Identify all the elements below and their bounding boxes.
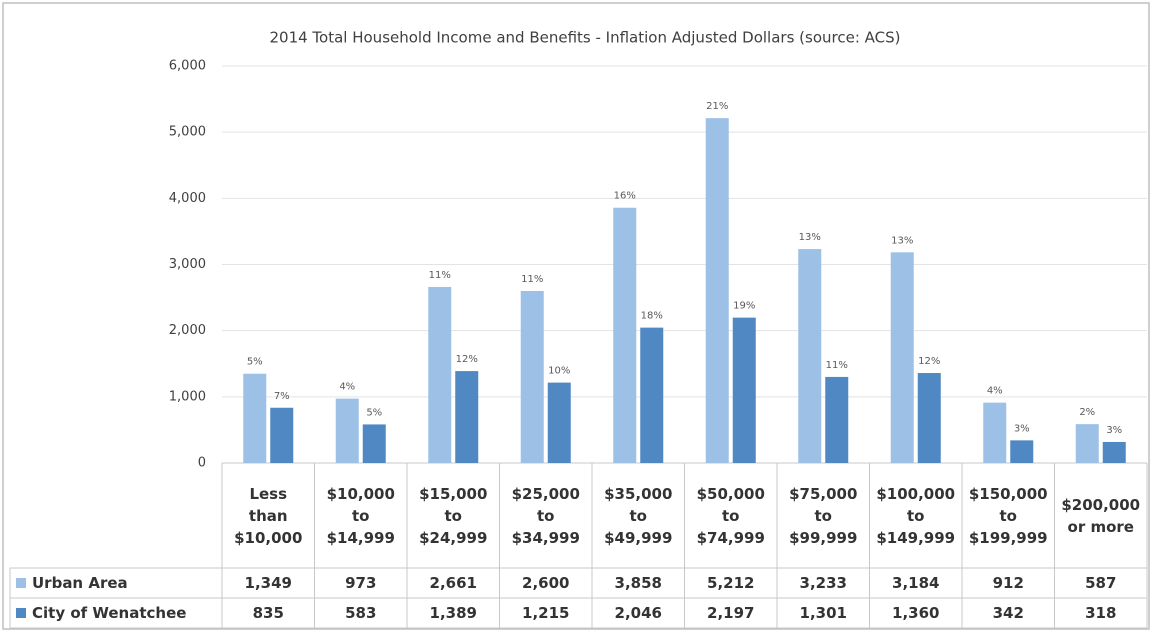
bar: [705, 118, 729, 463]
bar-percent-label: 16%: [614, 191, 636, 202]
category-label: $200,000 or more: [1061, 495, 1141, 536]
table-value: 1,349: [244, 574, 292, 592]
bar: [243, 373, 267, 463]
bar: [1102, 441, 1126, 463]
bar: [613, 207, 637, 463]
table-value: 342: [992, 604, 1024, 622]
table-value: 2,661: [429, 574, 477, 592]
bar-percent-label: 11%: [429, 270, 451, 281]
table-value: 3,184: [892, 574, 940, 592]
bar: [520, 290, 544, 463]
bar: [983, 402, 1007, 463]
bar-percent-label: 13%: [799, 232, 821, 243]
bar-percent-label: 18%: [641, 311, 663, 322]
bar-percent-label: 19%: [733, 301, 755, 312]
bar-percent-label: 4%: [987, 386, 1003, 397]
bar: [547, 382, 571, 463]
table-value: 583: [345, 604, 377, 622]
bar-percent-label: 12%: [456, 354, 478, 365]
bar-percent-label: 13%: [891, 235, 913, 246]
bar-percent-label: 11%: [826, 360, 848, 371]
chart-title: 2014 Total Household Income and Benefits…: [269, 29, 900, 47]
legend-swatch: [16, 578, 26, 588]
legend-label: Urban Area: [32, 574, 128, 592]
bar: [798, 249, 822, 463]
bar-percent-label: 5%: [247, 357, 263, 368]
bar-percent-label: 3%: [1106, 425, 1122, 436]
bar: [1075, 424, 1099, 463]
bar: [640, 327, 664, 463]
bar: [732, 317, 756, 463]
table-value: 2,600: [522, 574, 570, 592]
category-label: $150,000 to $199,999: [968, 484, 1048, 547]
bar: [1010, 440, 1034, 463]
table-value: 3,858: [614, 574, 662, 592]
legend-entry: Urban Area: [16, 568, 128, 598]
category-label: Less than $10,000: [234, 484, 303, 547]
y-tick-label: 0: [198, 456, 206, 471]
table-value: 1,301: [799, 604, 847, 622]
table-value: 1,215: [522, 604, 570, 622]
category-label: $10,000 to $14,999: [326, 484, 395, 547]
table-value: 2,197: [707, 604, 755, 622]
bar-percent-label: 11%: [521, 274, 543, 285]
table-value: 912: [992, 574, 1024, 592]
bar-percent-label: 3%: [1014, 423, 1030, 434]
legend-swatch: [16, 608, 26, 618]
bar: [335, 398, 359, 463]
category-label: $50,000 to $74,999: [696, 484, 765, 547]
table-value: 5,212: [707, 574, 755, 592]
y-tick-label: 2,000: [169, 323, 206, 338]
y-tick-label: 5,000: [169, 125, 206, 140]
bar: [917, 373, 941, 463]
legend-label: City of Wenatchee: [32, 604, 187, 622]
bar-percent-label: 2%: [1079, 407, 1095, 418]
category-label: $15,000 to $24,999: [419, 484, 488, 547]
bar-percent-label: 10%: [548, 366, 570, 377]
bar: [270, 407, 294, 463]
bar-percent-label: 21%: [706, 101, 728, 112]
legend-entry: City of Wenatchee: [16, 598, 186, 628]
category-label: $75,000 to $99,999: [789, 484, 858, 547]
bar-percent-label: 5%: [366, 407, 382, 418]
y-tick-label: 1,000: [169, 389, 206, 404]
bar-percent-label: 4%: [339, 382, 355, 393]
table-value: 587: [1085, 574, 1117, 592]
bar-percent-label: 12%: [918, 356, 940, 367]
bar: [455, 371, 479, 463]
bar: [362, 424, 386, 463]
table-value: 1,360: [892, 604, 940, 622]
bar: [428, 286, 452, 463]
bar: [890, 252, 914, 463]
category-label: $100,000 to $149,999: [876, 484, 956, 547]
y-tick-label: 4,000: [169, 191, 206, 206]
category-label: $35,000 to $49,999: [604, 484, 673, 547]
table-value: 318: [1085, 604, 1117, 622]
table-value: 973: [345, 574, 377, 592]
table-value: 1,389: [429, 604, 477, 622]
bar-percent-label: 7%: [274, 391, 290, 402]
bar: [825, 376, 849, 463]
y-tick-label: 6,000: [169, 59, 206, 74]
table-value: 835: [252, 604, 284, 622]
table-value: 2,046: [614, 604, 662, 622]
table-value: 3,233: [799, 574, 847, 592]
y-tick-label: 3,000: [169, 257, 206, 272]
category-label: $25,000 to $34,999: [511, 484, 580, 547]
